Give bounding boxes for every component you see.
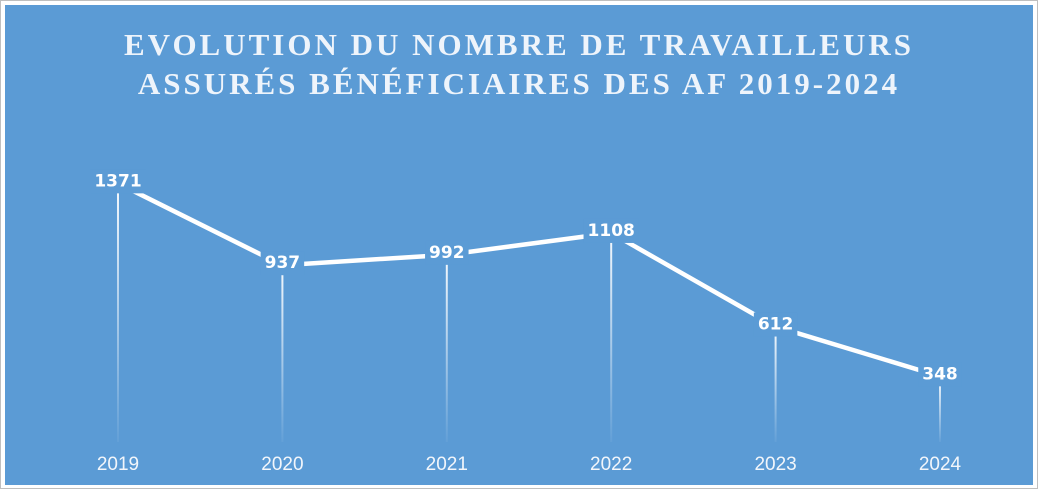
data-label: 1371 [94,171,141,191]
x-tick-label: 2022 [590,454,632,475]
x-tick-label: 2024 [919,454,962,475]
drop-line [774,326,777,442]
data-label-box [260,251,305,276]
data-label-box [583,218,639,243]
x-tick-label: 2020 [261,454,303,475]
x-tick-label: 2021 [426,454,468,475]
drop-line [445,254,448,442]
data-label: 992 [429,243,465,263]
line [116,181,941,379]
drop-line [939,376,941,442]
data-label-box [753,312,798,337]
data-label-box [90,169,146,194]
data-label: 612 [758,315,794,335]
data-label: 1108 [588,221,635,241]
x-tick-label: 2023 [754,454,796,475]
data-label: 348 [922,364,958,384]
chart-title: EVOLUTION DU NOMBRE DE TRAVAILLEURS [124,27,914,62]
drop-line [117,183,119,442]
drop-line [610,232,613,442]
chart-title: ASSURÉS BÉNÉFICIAIRES DES AF 2019-2024 [138,66,900,101]
drop-line [281,265,284,442]
data-label-box [918,362,962,387]
data-label-box [425,240,469,265]
data-label: 937 [265,253,301,273]
x-tick-label: 2019 [97,454,139,475]
